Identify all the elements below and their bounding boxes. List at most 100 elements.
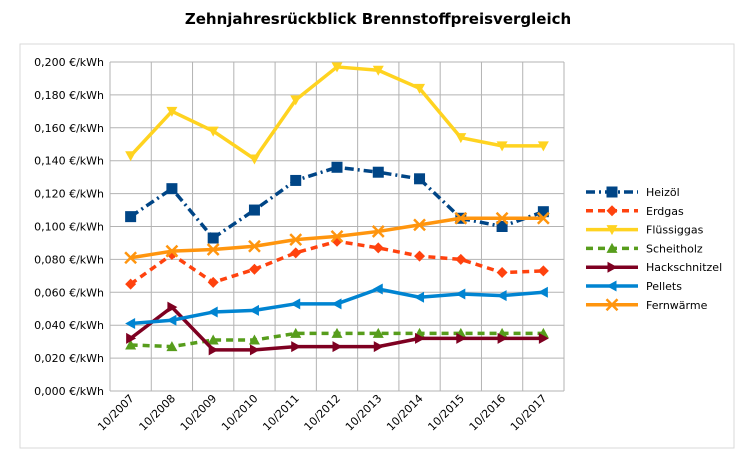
data-point: [291, 341, 302, 353]
y-tick-label: 0,000 €/kWh: [34, 385, 104, 398]
legend-marker: [606, 280, 617, 292]
data-point: [413, 218, 426, 232]
data-point: [415, 332, 426, 344]
legend-label: Flüssiggas: [646, 224, 704, 237]
legend-marker: [606, 242, 618, 253]
data-point: [414, 173, 426, 185]
legend-label: Pellets: [646, 280, 682, 293]
legend-item: Pellets: [586, 280, 682, 293]
series-line: [129, 165, 544, 240]
data-point: [248, 263, 260, 275]
legend-label: Scheitholz: [646, 242, 703, 255]
data-point: [248, 239, 261, 253]
data-point: [496, 267, 508, 279]
data-point: [331, 161, 343, 173]
data-point: [125, 278, 137, 290]
data-point: [207, 276, 219, 288]
data-point: [537, 286, 548, 298]
data-point: [455, 253, 467, 265]
data-point: [166, 183, 178, 195]
data-point: [372, 166, 384, 178]
series-6: [124, 211, 550, 265]
data-point: [166, 314, 177, 326]
data-point: [537, 141, 549, 152]
data-point: [495, 211, 509, 225]
series-5: [125, 283, 548, 330]
data-point: [206, 243, 220, 256]
data-point: [372, 65, 384, 76]
legend-item: Flüssiggas: [586, 224, 704, 237]
series-lines: [124, 62, 550, 356]
data-point: [125, 318, 136, 330]
data-point: [331, 62, 343, 73]
legend-marker: [606, 205, 618, 217]
y-tick-label: 0,120 €/kWh: [34, 188, 104, 201]
legend-item: Heizöl: [586, 186, 680, 199]
data-point: [166, 106, 178, 117]
data-point: [414, 83, 426, 94]
y-tick-label: 0,140 €/kWh: [34, 155, 104, 168]
data-point: [124, 251, 138, 265]
series-4: [126, 301, 549, 356]
data-point: [207, 334, 219, 345]
data-point: [371, 225, 385, 238]
y-tick-label: 0,080 €/kWh: [34, 253, 104, 266]
data-point: [455, 288, 466, 300]
data-point: [537, 206, 549, 218]
data-point: [125, 211, 137, 223]
data-point: [290, 327, 302, 338]
data-point: [454, 211, 468, 225]
data-point: [207, 306, 218, 318]
data-point: [373, 341, 384, 353]
data-point: [496, 221, 508, 232]
series-1: [125, 235, 549, 290]
data-point: [414, 250, 426, 262]
data-point: [248, 154, 260, 165]
data-point: [207, 232, 219, 244]
data-point: [414, 291, 425, 303]
data-point: [538, 332, 549, 344]
data-point: [290, 174, 302, 186]
data-point: [208, 344, 219, 356]
data-point: [126, 332, 137, 344]
legend-item: Hackschnitzel: [586, 261, 722, 274]
y-tick-label: 0,060 €/kWh: [34, 286, 104, 299]
data-point: [331, 298, 342, 310]
data-point: [330, 229, 344, 243]
data-point: [167, 301, 178, 313]
grid-lines: [109, 61, 565, 392]
legend-marker: [606, 186, 618, 198]
data-point: [372, 327, 384, 338]
y-tick-label: 0,160 €/kWh: [34, 122, 104, 135]
y-tick-label: 0,040 €/kWh: [34, 319, 104, 332]
data-point: [372, 242, 384, 254]
y-tick-label: 0,100 €/kWh: [34, 221, 104, 234]
data-point: [165, 244, 179, 258]
data-point: [496, 141, 508, 152]
data-point: [290, 298, 301, 310]
data-point: [332, 341, 343, 353]
legend-label: Erdgas: [646, 205, 684, 218]
data-point: [331, 327, 343, 338]
legend: Heizöl Erdgas Flüssiggas Scheitholz Hackschn…: [586, 186, 722, 312]
data-point: [537, 265, 549, 277]
data-point: [496, 290, 507, 302]
data-point: [207, 126, 219, 137]
legend-item: Erdgas: [586, 205, 684, 218]
series-2: [125, 62, 549, 165]
data-point: [290, 95, 302, 106]
data-point: [125, 339, 137, 350]
data-point: [372, 283, 383, 295]
data-point: [248, 304, 259, 316]
legend-label: Hackschnitzel: [646, 261, 722, 274]
legend-marker: [605, 298, 619, 312]
data-point: [290, 247, 302, 259]
data-point: [248, 204, 260, 216]
y-tick-label: 0,020 €/kWh: [34, 352, 104, 365]
legend-label: Heizöl: [646, 186, 680, 199]
y-tick-label: 0,200 €/kWh: [34, 56, 104, 69]
legend-item: Fernwärme: [586, 298, 708, 312]
legend-marker: [606, 225, 618, 236]
data-point: [455, 133, 467, 144]
